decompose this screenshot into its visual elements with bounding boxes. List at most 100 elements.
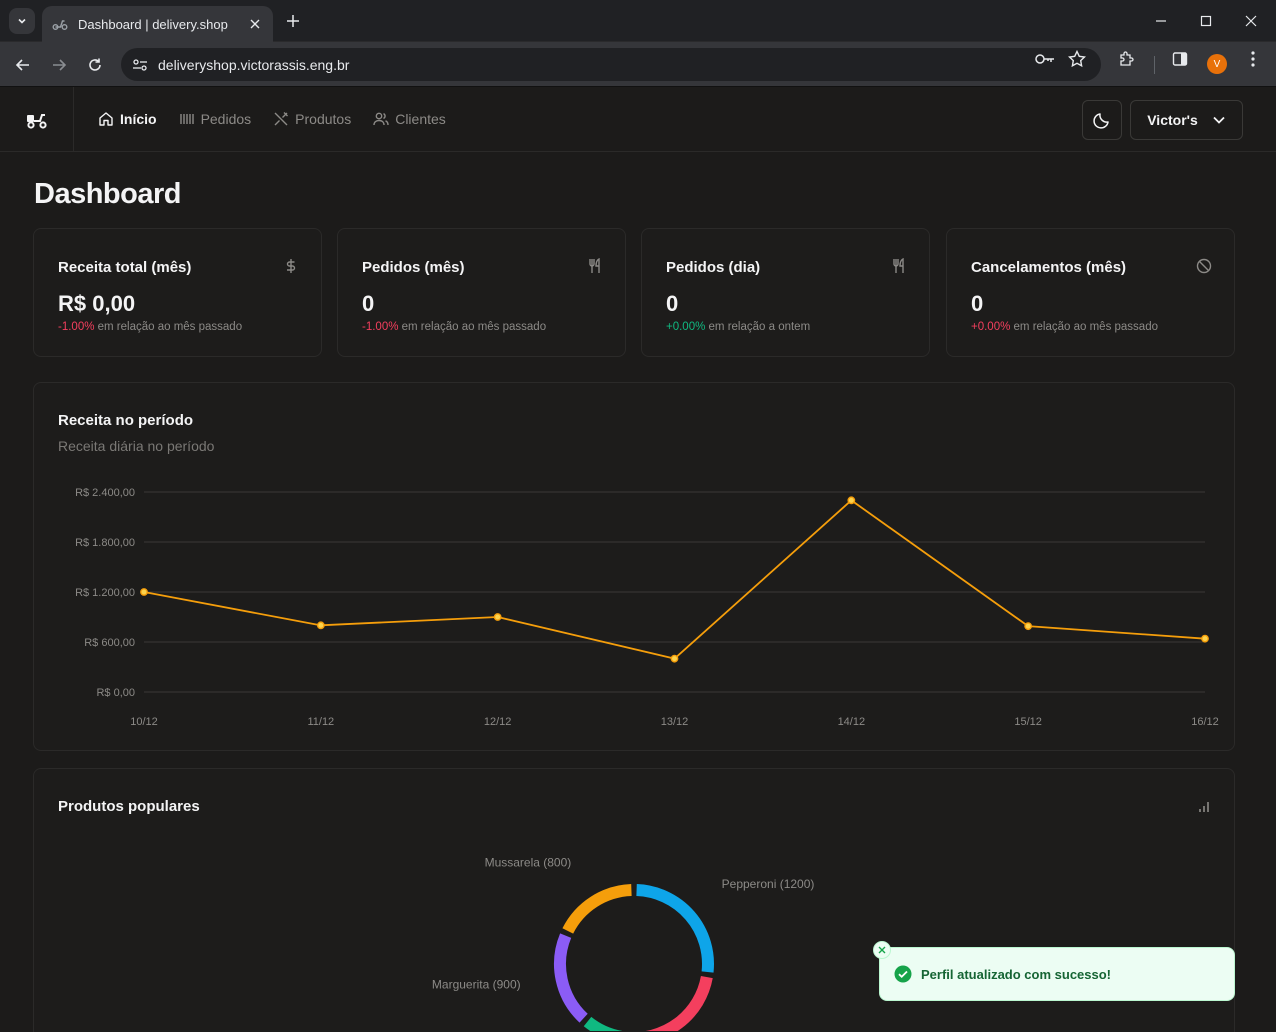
tab-search-button[interactable] [9, 8, 35, 34]
stat-card-pedidos-dia: Pedidos (dia) 0 +0.00% em relação a onte… [641, 228, 930, 357]
close-icon [878, 946, 886, 954]
revenue-line-chart: R$ 0,00 R$ 600,00 R$ 1.200,00 R$ 1.800,00 R$… [75, 487, 1219, 728]
nav-item-inicio[interactable]: Início [98, 111, 157, 127]
reload-button[interactable] [81, 51, 109, 79]
delivery-scooter-logo-icon[interactable] [26, 111, 48, 129]
address-bar[interactable]: deliveryshop.victorassis.eng.br [121, 48, 1101, 81]
card-title: Pedidos (dia) [666, 259, 761, 276]
site-settings-icon[interactable] [131, 56, 149, 74]
page-title: Dashboard [34, 178, 181, 210]
nav-item-clientes[interactable]: Clientes [373, 111, 446, 127]
utensils-crossed-icon [274, 112, 289, 126]
data-point [1024, 622, 1033, 631]
nav-item-pedidos[interactable]: Pedidos [179, 111, 252, 127]
chevron-down-icon [1213, 116, 1225, 124]
url-text: deliveryshop.victorassis.eng.br [158, 56, 350, 73]
delta-text: em relação a ontem [705, 321, 811, 333]
nav-item-label: Pedidos [200, 111, 252, 127]
card-delta: +0.00% em relação ao mês passado [971, 321, 1158, 333]
x-tick-label: 16/12 [1191, 716, 1219, 728]
nav-item-produtos[interactable]: Produtos [273, 111, 351, 127]
card-delta: -1.00% em relação ao mês passado [58, 321, 242, 333]
popular-products-donut-chart: Pepperoni (1200)4 Queijos (400)Marguerit… [432, 855, 814, 1031]
new-tab-button[interactable] [283, 11, 303, 31]
toast-message: Perfil atualizado com sucesso! [921, 966, 1112, 982]
chevron-down-icon [18, 18, 26, 24]
x-tick-label: 14/12 [838, 716, 866, 728]
browser-tab-bar: Dashboard | delivery.shop [0, 0, 1276, 42]
browser-toolbar: deliveryshop.victorassis.eng.br V [0, 42, 1276, 87]
tab-close-icon[interactable] [247, 16, 263, 32]
donut-slice-marguerita [554, 933, 588, 1023]
slice-label: Mussarela (800) [485, 855, 572, 869]
minimize-icon [1156, 20, 1166, 22]
data-point [140, 588, 148, 596]
bar-chart-icon [1199, 802, 1209, 812]
delta-percent: +0.00% [666, 321, 706, 333]
x-tick-label: 10/12 [130, 716, 158, 728]
arrow-left-icon [15, 59, 29, 71]
donut-slice-pepperoni [636, 884, 714, 973]
delta-percent: +0.00% [971, 321, 1011, 333]
plus-icon [287, 15, 299, 27]
extensions-icon[interactable] [1117, 49, 1137, 69]
card-value: 0 [362, 291, 375, 316]
card-delta: -1.00% em relação ao mês passado [362, 321, 546, 333]
maximize-button[interactable] [1193, 8, 1219, 34]
x-tick-label: 12/12 [484, 716, 512, 728]
stat-card-pedidos-mes: Pedidos (mês) 0 -1.00% em relação ao mês… [337, 228, 626, 357]
dollar-icon [286, 259, 296, 273]
success-toast: Perfil atualizado com sucesso! [873, 941, 1235, 1001]
app-header: Início Pedidos Produtos Clientes Victor'… [0, 87, 1276, 152]
browser-menu-icon[interactable] [1243, 49, 1263, 69]
data-point [670, 654, 679, 663]
browser-tab[interactable]: Dashboard | delivery.shop [42, 6, 273, 42]
account-menu-button[interactable]: Victor's [1130, 100, 1243, 140]
utensils-icon [589, 258, 600, 273]
y-tick-label: R$ 0,00 [96, 687, 135, 699]
scooter-icon [52, 16, 68, 32]
password-key-icon[interactable] [1035, 49, 1055, 69]
data-point [316, 621, 325, 630]
delta-percent: -1.00% [58, 321, 95, 333]
side-panel-icon[interactable] [1170, 49, 1190, 69]
account-label: Victor's [1147, 112, 1198, 128]
bookmark-star-icon[interactable] [1067, 49, 1087, 69]
profile-avatar[interactable]: V [1207, 54, 1227, 74]
y-tick-label: R$ 1.200,00 [75, 587, 135, 599]
x-tick-label: 15/12 [1014, 716, 1042, 728]
close-icon [1245, 15, 1257, 27]
toolbar-divider [1154, 56, 1155, 74]
card-title: Receita total (mês) [58, 259, 192, 276]
users-icon [373, 112, 389, 126]
x-tick-label: 13/12 [661, 716, 689, 728]
card-delta: +0.00% em relação a ontem [666, 321, 810, 333]
ban-icon [1196, 258, 1212, 274]
card-value: 0 [971, 291, 984, 316]
theme-toggle-button[interactable] [1082, 100, 1122, 140]
slice-label: Marguerita (900) [432, 978, 521, 992]
toast-close-button[interactable] [873, 941, 891, 959]
y-tick-label: R$ 600,00 [84, 637, 135, 649]
header-divider [73, 87, 74, 152]
maximize-icon [1200, 15, 1212, 27]
y-tick-label: R$ 1.800,00 [75, 537, 135, 549]
forward-button[interactable] [45, 51, 73, 79]
card-title: Pedidos (mês) [362, 259, 465, 276]
card-title: Cancelamentos (mês) [971, 259, 1127, 276]
back-button[interactable] [9, 51, 37, 79]
chart-subtitle: Receita diária no período [58, 438, 215, 454]
card-value: R$ 0,00 [58, 291, 136, 316]
reload-icon [89, 58, 101, 71]
data-point [847, 496, 856, 505]
revenue-chart-card: Receita no período Receita diária no per… [33, 382, 1235, 751]
nav-item-label: Clientes [395, 111, 446, 127]
delta-text: em relação ao mês passado [94, 321, 243, 333]
minimize-button[interactable] [1148, 8, 1174, 34]
window-close-button[interactable] [1238, 8, 1264, 34]
donut-slice-4-queijos [583, 1016, 623, 1031]
revenue-series-line [143, 499, 1206, 660]
utensils-icon [893, 258, 904, 273]
y-tick-label: R$ 2.400,00 [75, 487, 135, 499]
main-nav: Início Pedidos Produtos Clientes [98, 111, 446, 127]
